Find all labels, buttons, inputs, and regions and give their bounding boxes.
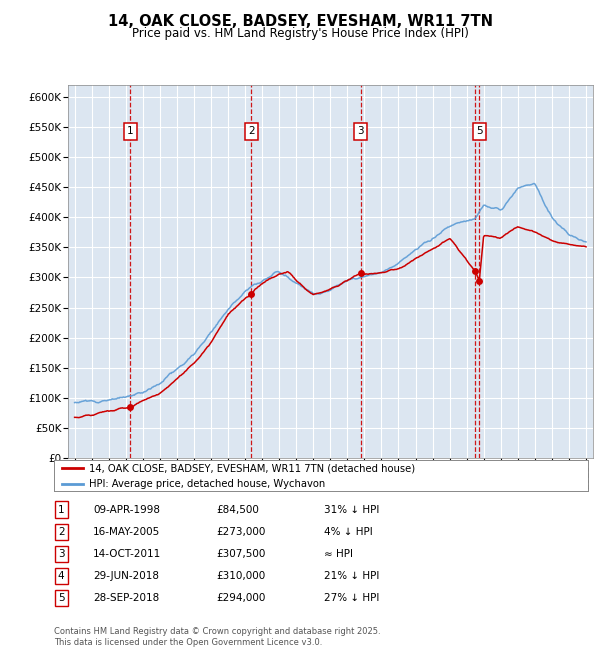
Text: 1: 1 xyxy=(58,504,65,515)
Text: 3: 3 xyxy=(358,126,364,136)
Text: 14, OAK CLOSE, BADSEY, EVESHAM, WR11 7TN (detached house): 14, OAK CLOSE, BADSEY, EVESHAM, WR11 7TN… xyxy=(89,463,415,473)
Text: 09-APR-1998: 09-APR-1998 xyxy=(93,504,160,515)
Text: 1: 1 xyxy=(127,126,134,136)
Text: 2: 2 xyxy=(58,526,65,537)
Text: 5: 5 xyxy=(476,126,482,136)
Text: 31% ↓ HPI: 31% ↓ HPI xyxy=(324,504,379,515)
Text: £273,000: £273,000 xyxy=(216,526,265,537)
Text: £310,000: £310,000 xyxy=(216,571,265,581)
Text: 4: 4 xyxy=(58,571,65,581)
Text: £307,500: £307,500 xyxy=(216,549,265,559)
Text: ≈ HPI: ≈ HPI xyxy=(324,549,353,559)
Text: 4% ↓ HPI: 4% ↓ HPI xyxy=(324,526,373,537)
Text: Contains HM Land Registry data © Crown copyright and database right 2025.
This d: Contains HM Land Registry data © Crown c… xyxy=(54,627,380,647)
Text: 29-JUN-2018: 29-JUN-2018 xyxy=(93,571,159,581)
Text: £294,000: £294,000 xyxy=(216,593,265,603)
Text: Price paid vs. HM Land Registry's House Price Index (HPI): Price paid vs. HM Land Registry's House … xyxy=(131,27,469,40)
Text: HPI: Average price, detached house, Wychavon: HPI: Average price, detached house, Wych… xyxy=(89,479,325,489)
Text: 3: 3 xyxy=(58,549,65,559)
Text: 27% ↓ HPI: 27% ↓ HPI xyxy=(324,593,379,603)
Text: 14, OAK CLOSE, BADSEY, EVESHAM, WR11 7TN: 14, OAK CLOSE, BADSEY, EVESHAM, WR11 7TN xyxy=(107,14,493,29)
Text: 5: 5 xyxy=(58,593,65,603)
Text: 21% ↓ HPI: 21% ↓ HPI xyxy=(324,571,379,581)
Text: 28-SEP-2018: 28-SEP-2018 xyxy=(93,593,159,603)
Text: £84,500: £84,500 xyxy=(216,504,259,515)
Text: 16-MAY-2005: 16-MAY-2005 xyxy=(93,526,160,537)
Text: 14-OCT-2011: 14-OCT-2011 xyxy=(93,549,161,559)
Text: 2: 2 xyxy=(248,126,254,136)
